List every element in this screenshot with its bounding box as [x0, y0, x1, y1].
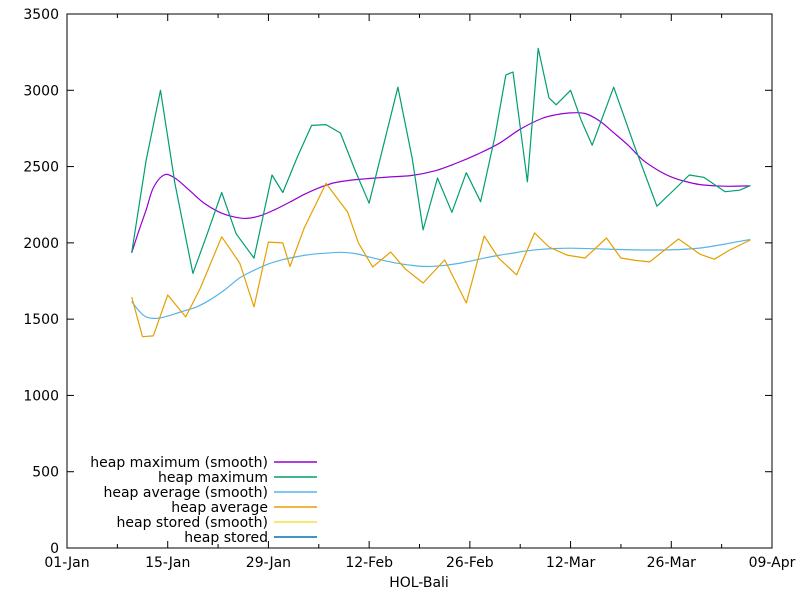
y-tick-label: 0	[50, 541, 59, 557]
series-line-heap-average-smooth	[131, 238, 751, 320]
series-line-heap-average	[131, 182, 751, 338]
y-tick-label: 2500	[23, 160, 59, 176]
legend-label-heap-stored: heap stored	[184, 530, 268, 546]
x-tick-label: 26-Mar	[647, 555, 697, 571]
x-tick-label: 09-Apr	[749, 555, 796, 571]
x-tick-label: 12-Mar	[546, 555, 596, 571]
series-line-heap-maximum-smooth	[131, 112, 751, 253]
x-tick-label: 12-Feb	[345, 555, 393, 571]
x-tick-label: 15-Jan	[145, 555, 190, 571]
y-tick-label: 1500	[23, 312, 59, 328]
y-tick-label: 1000	[23, 388, 59, 404]
legend-label-heap-maximum: heap maximum	[158, 470, 268, 486]
x-tick-label: 01-Jan	[44, 555, 89, 571]
y-tick-label: 2000	[23, 236, 59, 252]
legend-label-heap-maximum-smooth: heap maximum (smooth)	[90, 455, 268, 471]
y-tick-label: 500	[32, 465, 59, 481]
legend-label-heap-average: heap average	[171, 500, 268, 516]
series-layer	[131, 47, 751, 338]
x-tick-label: 29-Jan	[246, 555, 291, 571]
x-tick-label: 26-Feb	[446, 555, 494, 571]
series-line-heap-maximum	[131, 47, 751, 274]
axes-layer: 0 500 1000 1500 2000 2500 3000 3500 01-Jan 15-Jan…	[23, 7, 795, 571]
y-tick-label: 3500	[23, 7, 59, 23]
x-axis-title: HOL-Bali	[389, 575, 449, 591]
y-tick-label: 3000	[23, 83, 59, 99]
legend-label-heap-average-smooth: heap average (smooth)	[103, 485, 268, 501]
legend-label-heap-stored-smooth: heap stored (smooth)	[117, 515, 269, 531]
